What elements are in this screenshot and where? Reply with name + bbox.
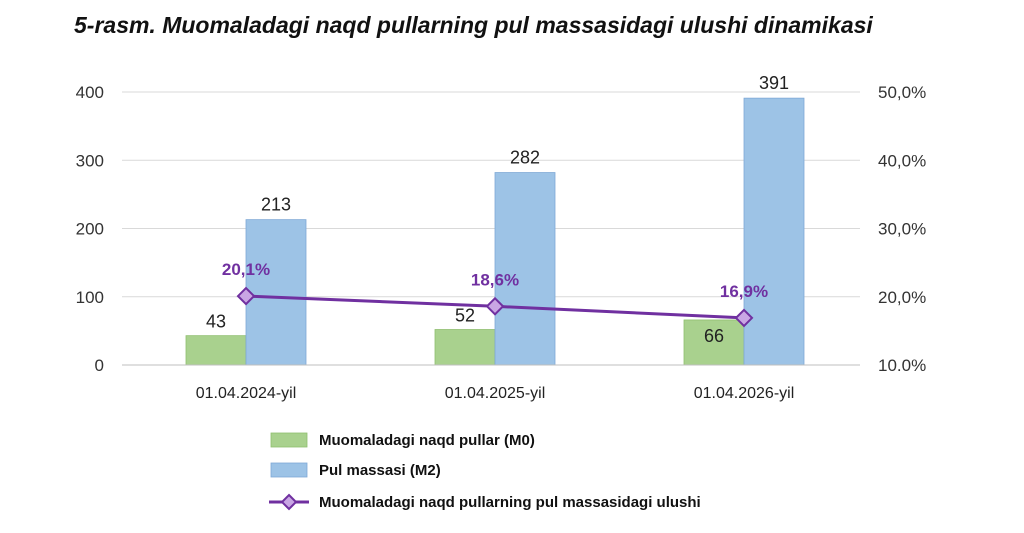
bars — [185, 97, 805, 366]
bar — [434, 329, 496, 366]
legend-swatch-marker — [280, 493, 298, 511]
right-tick-label: 50,0% — [878, 83, 926, 102]
bar-data-label: 66 — [704, 326, 724, 346]
left-tick-label: 0 — [95, 356, 104, 375]
right-tick-label: 20,0% — [878, 288, 926, 307]
line-series — [236, 286, 754, 328]
right-tick-label: 40,0% — [878, 151, 926, 170]
bar — [683, 319, 745, 366]
legend: Muomaladagi naqd pullar (M0) Pul massasi … — [269, 432, 701, 511]
axes: 0 100 200 300 400 10.0% 20,0% 30,0% 40,0% 50,0% 01… — [76, 83, 927, 402]
chart-title: 5-rasm. Muomaladagi naqd pullarning pul … — [74, 12, 873, 38]
left-tick-label: 400 — [76, 83, 104, 102]
bar-data-label: 213 — [261, 195, 291, 215]
data-labels: 43 52 66 213 282 391 20,1% 18,6% 16,9% — [206, 73, 789, 346]
category-label: 01.04.2026-yil — [694, 385, 795, 402]
line-marker — [236, 286, 256, 306]
bar-data-label: 52 — [455, 306, 475, 326]
line-marker — [734, 308, 754, 328]
left-tick-label: 100 — [76, 288, 104, 307]
line-data-label: 18,6% — [471, 270, 519, 289]
bar-data-label: 391 — [759, 73, 789, 93]
category-label: 01.04.2024-yil — [196, 385, 297, 402]
bar — [185, 335, 247, 366]
bar — [743, 97, 805, 366]
bar — [245, 219, 307, 366]
line-data-label: 20,1% — [222, 260, 270, 279]
legend-swatch — [270, 432, 308, 448]
bar-data-label: 43 — [206, 312, 226, 332]
left-tick-label: 200 — [76, 220, 104, 239]
bar — [494, 172, 556, 366]
line-marker — [485, 296, 505, 316]
legend-label: Muomaladagi naqd pullar (M0) — [319, 432, 535, 449]
line-data-label: 16,9% — [720, 282, 768, 301]
category-label: 01.04.2025-yil — [445, 385, 546, 402]
legend-label: Pul massasi (M2) — [319, 462, 441, 479]
legend-swatch — [270, 462, 308, 478]
right-tick-label: 10.0% — [878, 356, 926, 375]
bar-data-label: 282 — [510, 148, 540, 168]
legend-label: Muomaladagi naqd pullarning pul massasid… — [319, 494, 701, 511]
left-tick-label: 300 — [76, 151, 104, 170]
right-tick-label: 30,0% — [878, 220, 926, 239]
